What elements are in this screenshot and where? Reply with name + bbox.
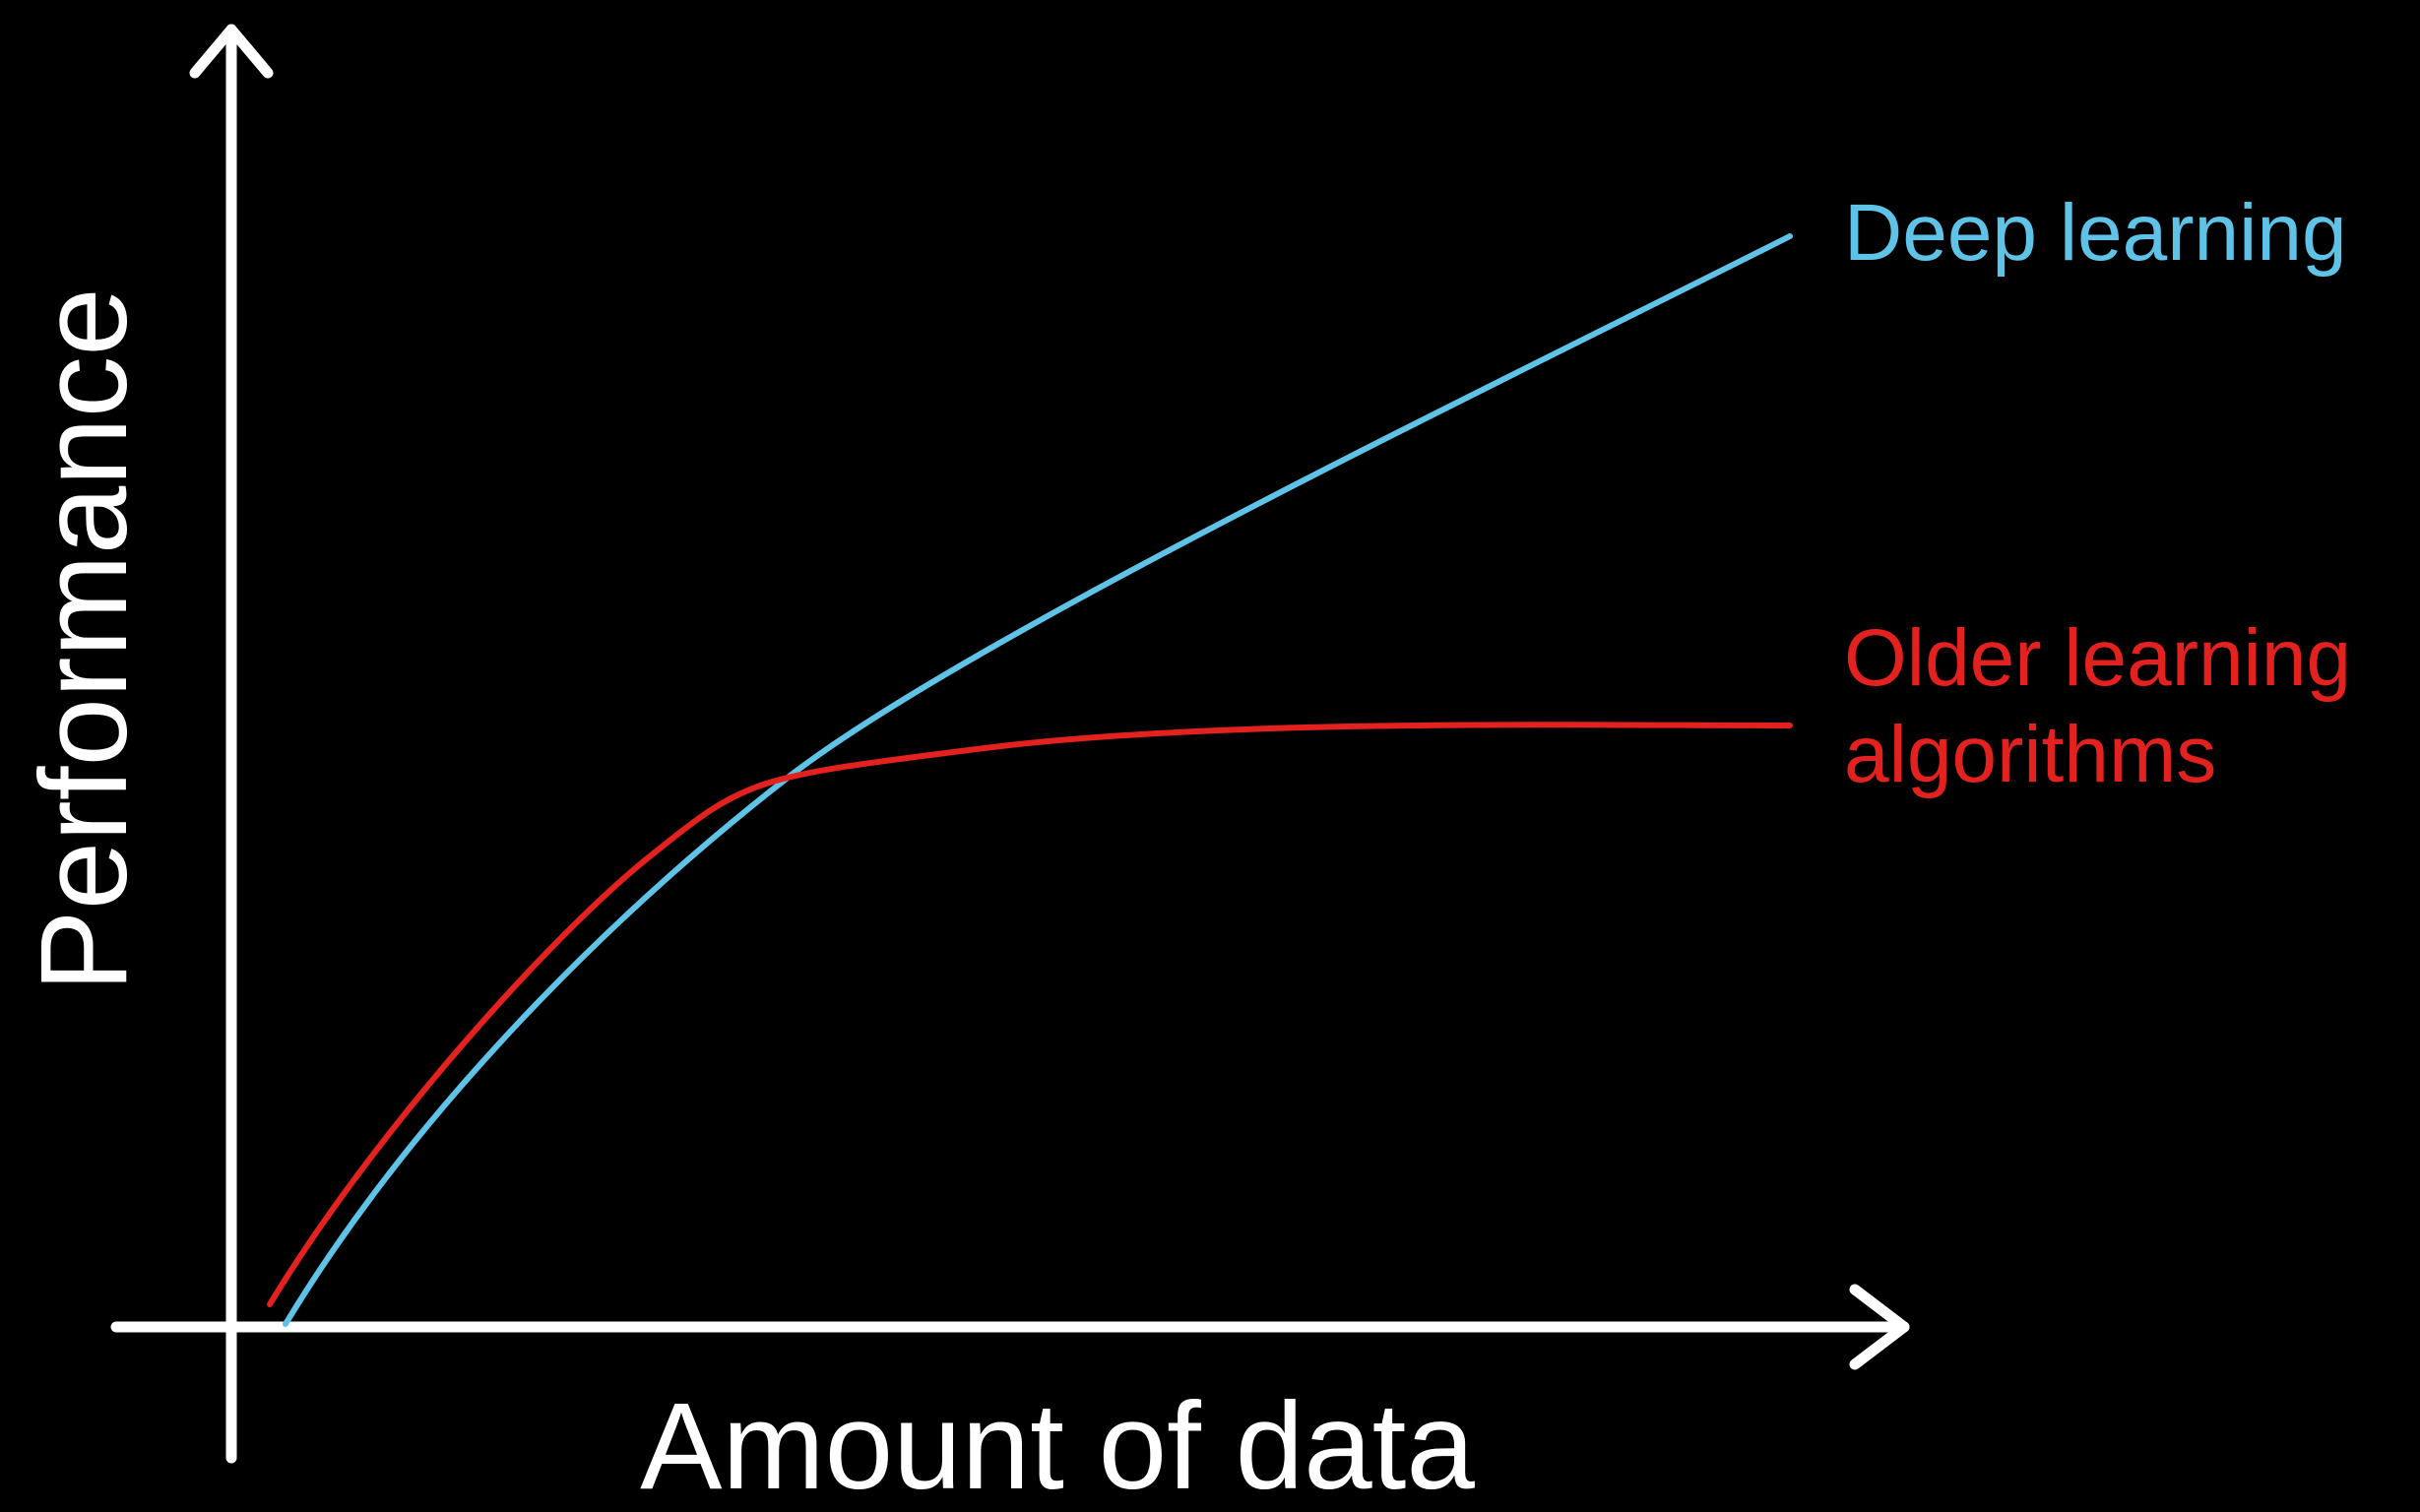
x-axis-arrow	[1849, 1284, 1910, 1370]
x-axis-label: Amount of data	[640, 1378, 1475, 1512]
series-label: Older learning algorithms	[1844, 613, 2352, 799]
y-axis-label: Performance	[16, 287, 153, 992]
series-label: Deep learning	[1844, 188, 2347, 278]
older-learning-curve	[267, 722, 1793, 1307]
deep-learning-curve	[283, 233, 1793, 1327]
y-axis-arrow	[189, 24, 274, 79]
